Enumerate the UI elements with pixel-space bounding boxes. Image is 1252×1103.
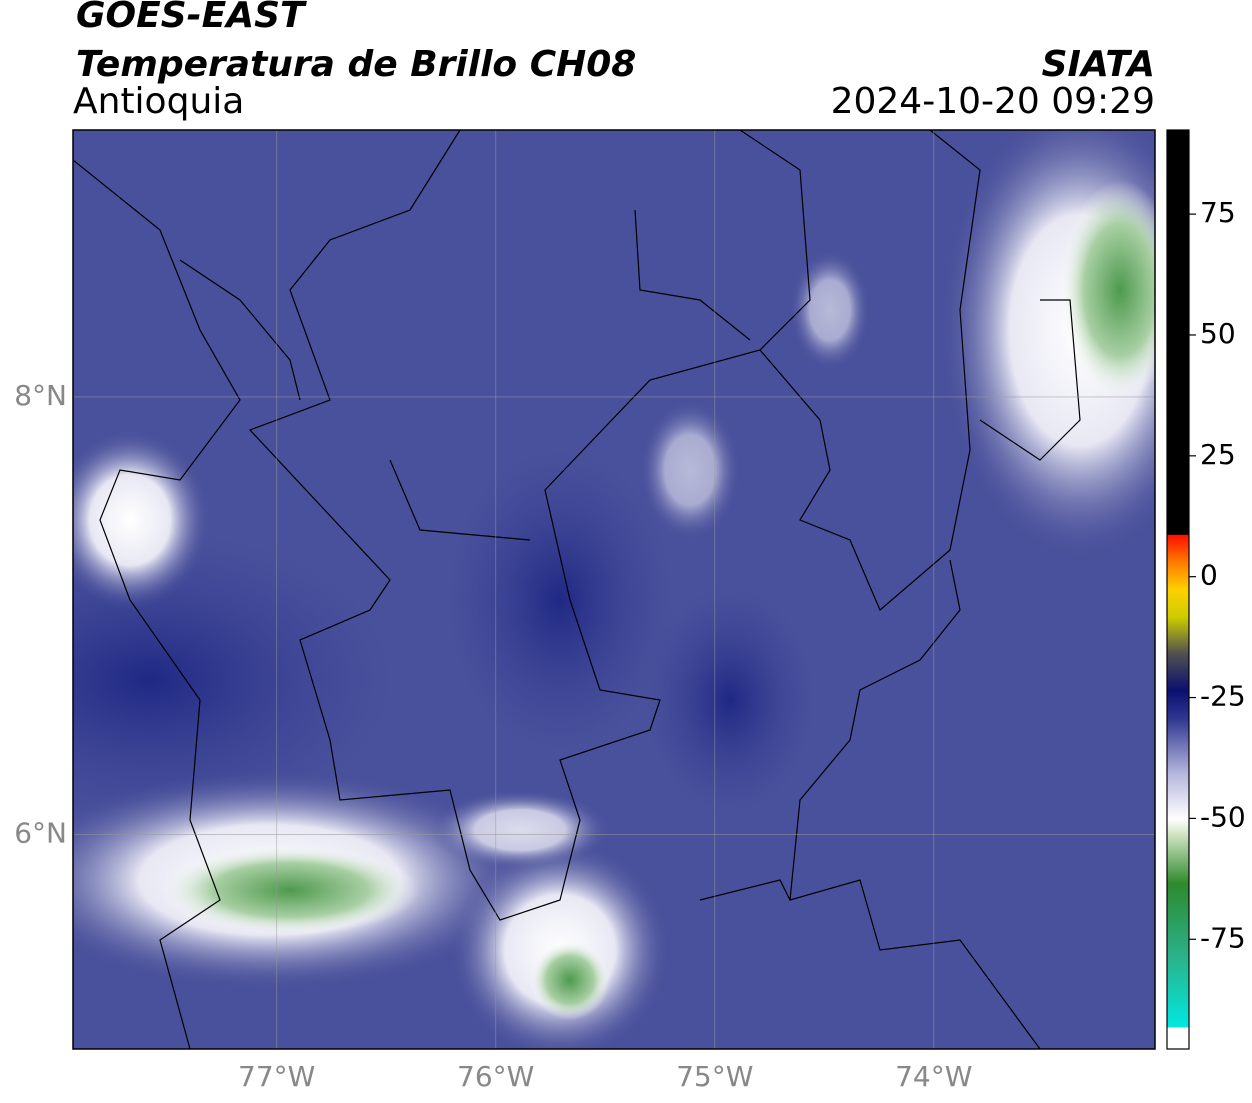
lon-tick-label: 75°W [676,1060,753,1093]
colorbar-tick-label: -25 [1200,680,1246,713]
lon-tick-label: 77°W [238,1060,315,1093]
colorbar-tick-label: 75 [1200,196,1236,229]
map-image [73,130,1155,1049]
lat-tick-label: 6°N [14,817,67,850]
title: GOES-EAST [76,0,307,36]
subtitle: Temperatura de Brillo CH08 [76,44,636,85]
lon-tick-label: 74°W [895,1060,972,1093]
colorbar-tick-label: 0 [1200,559,1218,592]
timestamp: 2024-10-20 09:29 [831,81,1155,122]
lon-tick-label: 76°W [457,1060,534,1093]
source: SIATA [1042,44,1155,85]
region: Antioquia [73,81,244,122]
lat-tick-label: 8°N [14,379,67,412]
colorbar-tick-label: 50 [1200,317,1236,350]
colorbar [1166,129,1190,1050]
colorbar-tick-label: -75 [1200,921,1246,954]
colorbar-tick-label: 25 [1200,438,1236,471]
map-frame [72,129,1156,1050]
colorbar-tick-label: -50 [1200,800,1246,833]
